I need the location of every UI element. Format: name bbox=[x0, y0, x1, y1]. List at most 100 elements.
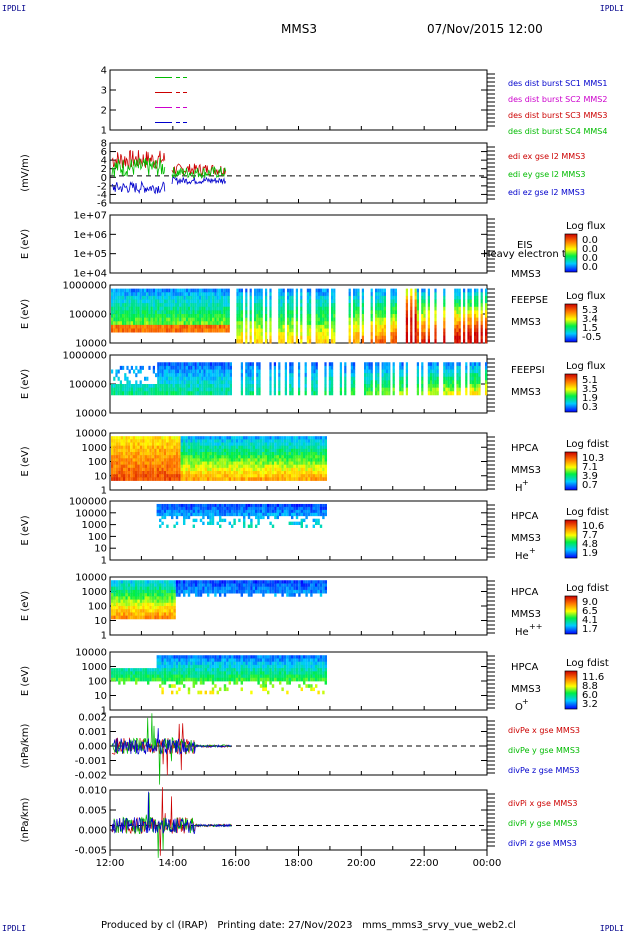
spectrogram-cell bbox=[142, 452, 145, 456]
spectrogram-cell bbox=[185, 452, 188, 456]
spectrogram-cell bbox=[168, 612, 171, 617]
spectrogram-cell bbox=[146, 324, 149, 329]
spectrogram-cell bbox=[485, 376, 488, 381]
spectrogram-cell bbox=[154, 606, 157, 610]
spectrogram-cell bbox=[172, 303, 175, 308]
spectrogram-cell bbox=[117, 303, 120, 308]
spectrogram-cell bbox=[159, 615, 162, 620]
spectrogram-cell bbox=[320, 328, 323, 333]
spectrogram-cell bbox=[289, 310, 292, 315]
spectrogram-cell bbox=[180, 442, 183, 447]
spectrogram-cell bbox=[149, 464, 152, 469]
spectrogram-cell bbox=[188, 373, 191, 378]
spectrogram-cell bbox=[430, 384, 433, 389]
spectrogram-cell bbox=[260, 335, 263, 340]
spectrogram-cell bbox=[249, 303, 252, 308]
spectrogram-cell bbox=[192, 310, 195, 315]
spectrogram-cell bbox=[383, 380, 386, 385]
spectrogram-cell bbox=[386, 376, 389, 381]
spectrogram-cell bbox=[456, 376, 459, 381]
spectrogram-cell bbox=[163, 471, 167, 475]
spectrogram-cell bbox=[135, 321, 138, 326]
spectrogram-cell bbox=[289, 288, 292, 293]
spectrogram-cell bbox=[315, 303, 318, 308]
spectrogram-cell bbox=[204, 477, 207, 481]
spectrogram-cell bbox=[126, 303, 129, 308]
spectrogram-cell bbox=[185, 439, 188, 443]
spectrogram-cell bbox=[130, 324, 133, 329]
spectrogram-cell bbox=[236, 310, 239, 315]
spectrogram-cell bbox=[291, 442, 294, 447]
spectrogram-cell bbox=[238, 288, 241, 293]
spectrogram-cell bbox=[315, 288, 318, 293]
spectrogram-cell bbox=[209, 439, 212, 443]
spectrogram-cell bbox=[427, 362, 430, 367]
spectrogram-cell bbox=[255, 477, 258, 481]
spectrogram-cell bbox=[226, 461, 229, 466]
spectrogram-cell bbox=[195, 442, 198, 447]
spectrogram-cell bbox=[163, 391, 166, 396]
spectrogram-cell bbox=[124, 306, 127, 311]
spectrogram-cell bbox=[255, 509, 258, 514]
spectrogram-cell bbox=[119, 317, 122, 322]
spectrogram-cell bbox=[353, 310, 356, 315]
spectrogram-cell bbox=[319, 448, 323, 453]
spectrogram-cell bbox=[122, 321, 125, 326]
spectrogram-cell bbox=[469, 365, 472, 370]
spectrogram-cell bbox=[199, 362, 202, 367]
spectrogram-cell bbox=[247, 439, 251, 443]
spectrogram-cell bbox=[202, 512, 205, 517]
spectrogram-cell bbox=[317, 503, 320, 508]
spectrogram-cell bbox=[227, 303, 230, 308]
spectrogram-cell bbox=[320, 335, 323, 340]
spectrogram-cell bbox=[238, 452, 241, 456]
spectrogram-cell bbox=[166, 583, 169, 588]
spectrogram-cell bbox=[243, 467, 246, 472]
spectrogram-cell bbox=[183, 467, 186, 472]
spectrogram-cell bbox=[416, 306, 419, 311]
spectrogram-cell bbox=[130, 609, 133, 613]
spectrogram-cell bbox=[227, 317, 230, 322]
spectrogram-cell bbox=[485, 328, 488, 333]
y-tick-label: 10000 bbox=[75, 339, 107, 350]
spectrogram-cell bbox=[383, 314, 386, 319]
spectrogram-cell bbox=[447, 362, 450, 367]
spectrogram-cell bbox=[353, 306, 356, 311]
spectrogram-cell bbox=[262, 455, 265, 459]
spectrogram-cell bbox=[319, 506, 323, 511]
spectrogram-cell bbox=[113, 580, 116, 584]
spectrogram-cell bbox=[240, 321, 243, 326]
spectrogram-cell bbox=[456, 295, 459, 300]
spectrogram-cell bbox=[219, 518, 222, 523]
spectrogram-cell bbox=[478, 369, 481, 374]
spectrogram-cell bbox=[159, 477, 162, 481]
spectrogram-cell bbox=[326, 317, 329, 322]
spectrogram-cell bbox=[168, 442, 171, 447]
spectrogram-cell bbox=[326, 328, 329, 333]
spectrogram-cell bbox=[454, 288, 457, 293]
spectrogram-cell bbox=[135, 467, 138, 472]
spectrogram-cell bbox=[113, 452, 116, 456]
spectrogram-cell bbox=[144, 292, 147, 297]
spectrogram-cell bbox=[381, 292, 384, 297]
spectrogram-cell bbox=[291, 310, 294, 315]
spectrogram-cell bbox=[199, 317, 202, 322]
spectrogram-cell bbox=[226, 464, 229, 469]
spectrogram-cell bbox=[366, 376, 369, 381]
spectrogram-cell bbox=[190, 310, 193, 315]
spectrogram-cell bbox=[168, 506, 171, 511]
spectrogram-cell bbox=[117, 376, 120, 381]
spectrogram-cell bbox=[133, 321, 136, 326]
spectrogram-cell bbox=[289, 332, 292, 337]
spectrogram-cell bbox=[366, 380, 369, 385]
spectrogram-cell bbox=[174, 317, 177, 322]
spectrogram-cell bbox=[388, 387, 391, 392]
spectrogram-cell bbox=[177, 292, 180, 297]
spectrogram-cell bbox=[414, 321, 417, 326]
spectrogram-cell bbox=[111, 467, 114, 472]
spectrogram-cell bbox=[142, 439, 145, 443]
spectrogram-cell bbox=[279, 477, 282, 481]
spectrogram-cell bbox=[154, 612, 157, 617]
spectrogram-cell bbox=[291, 448, 294, 453]
